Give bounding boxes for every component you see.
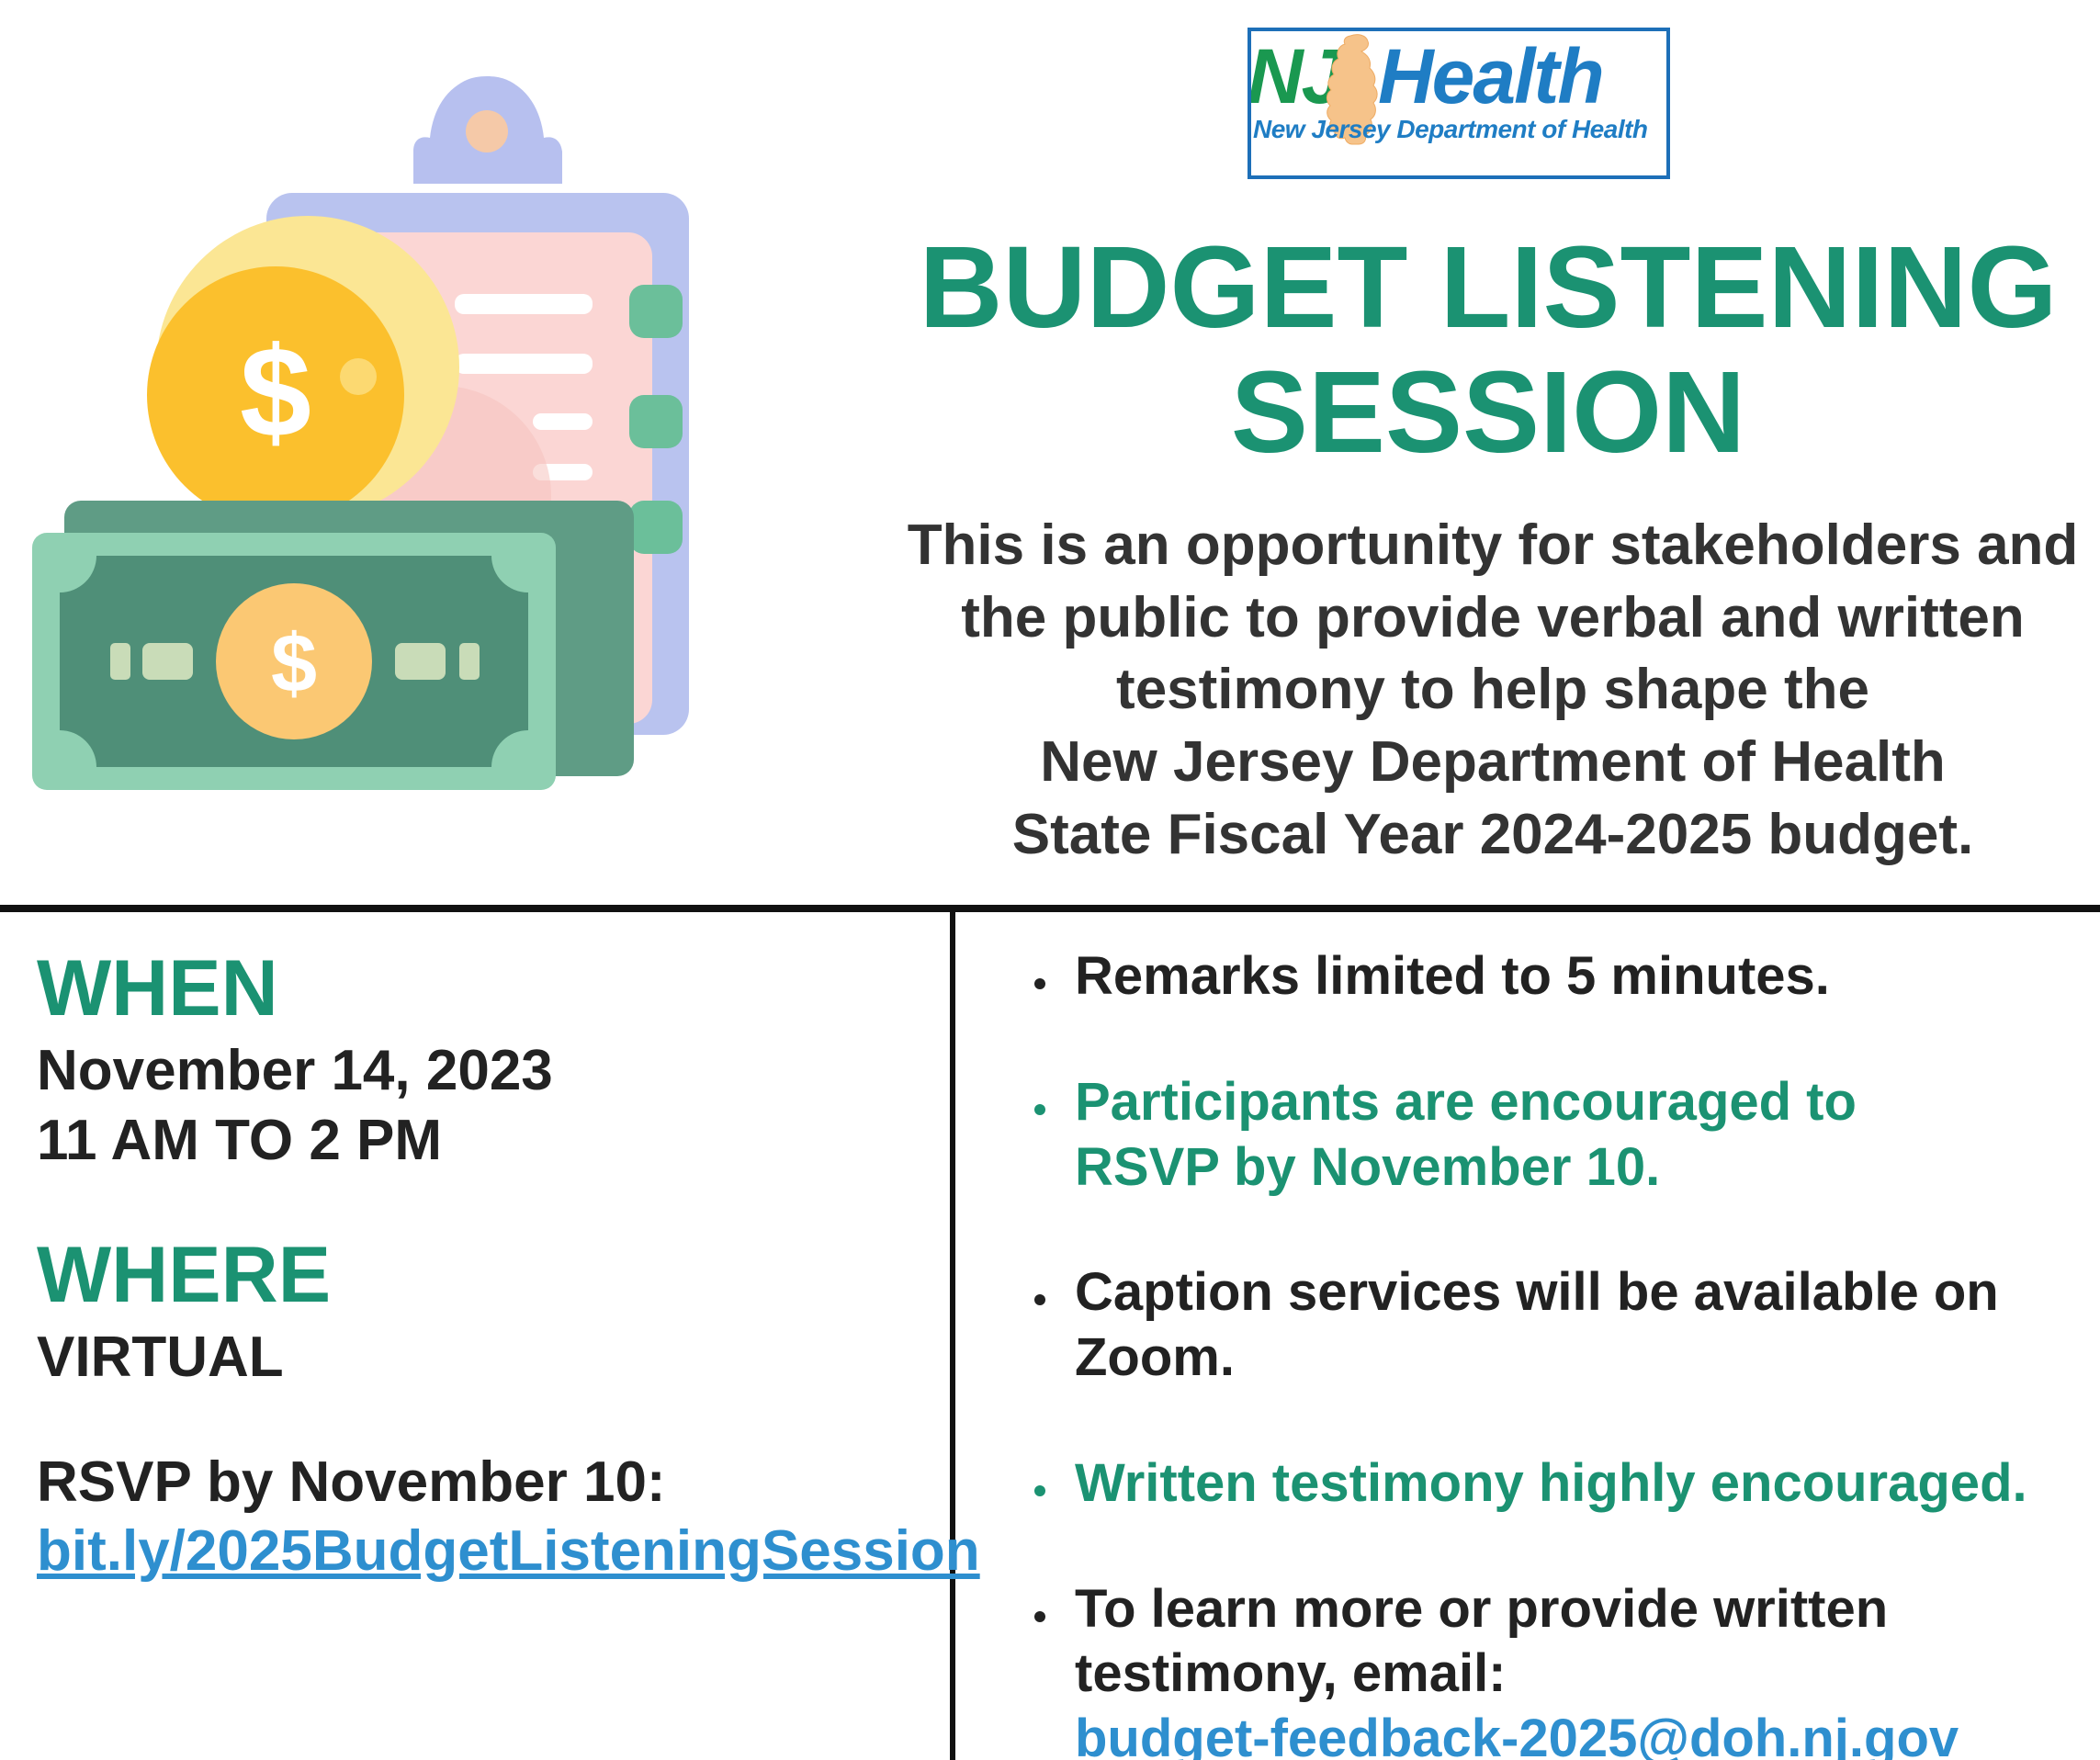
svg-text:$: $: [240, 320, 311, 464]
svg-text:Health: Health: [1378, 33, 1603, 119]
svg-text:$: $: [271, 618, 317, 710]
svg-text:New Jersey Department of Healt: New Jersey Department of Health: [1253, 115, 1648, 143]
